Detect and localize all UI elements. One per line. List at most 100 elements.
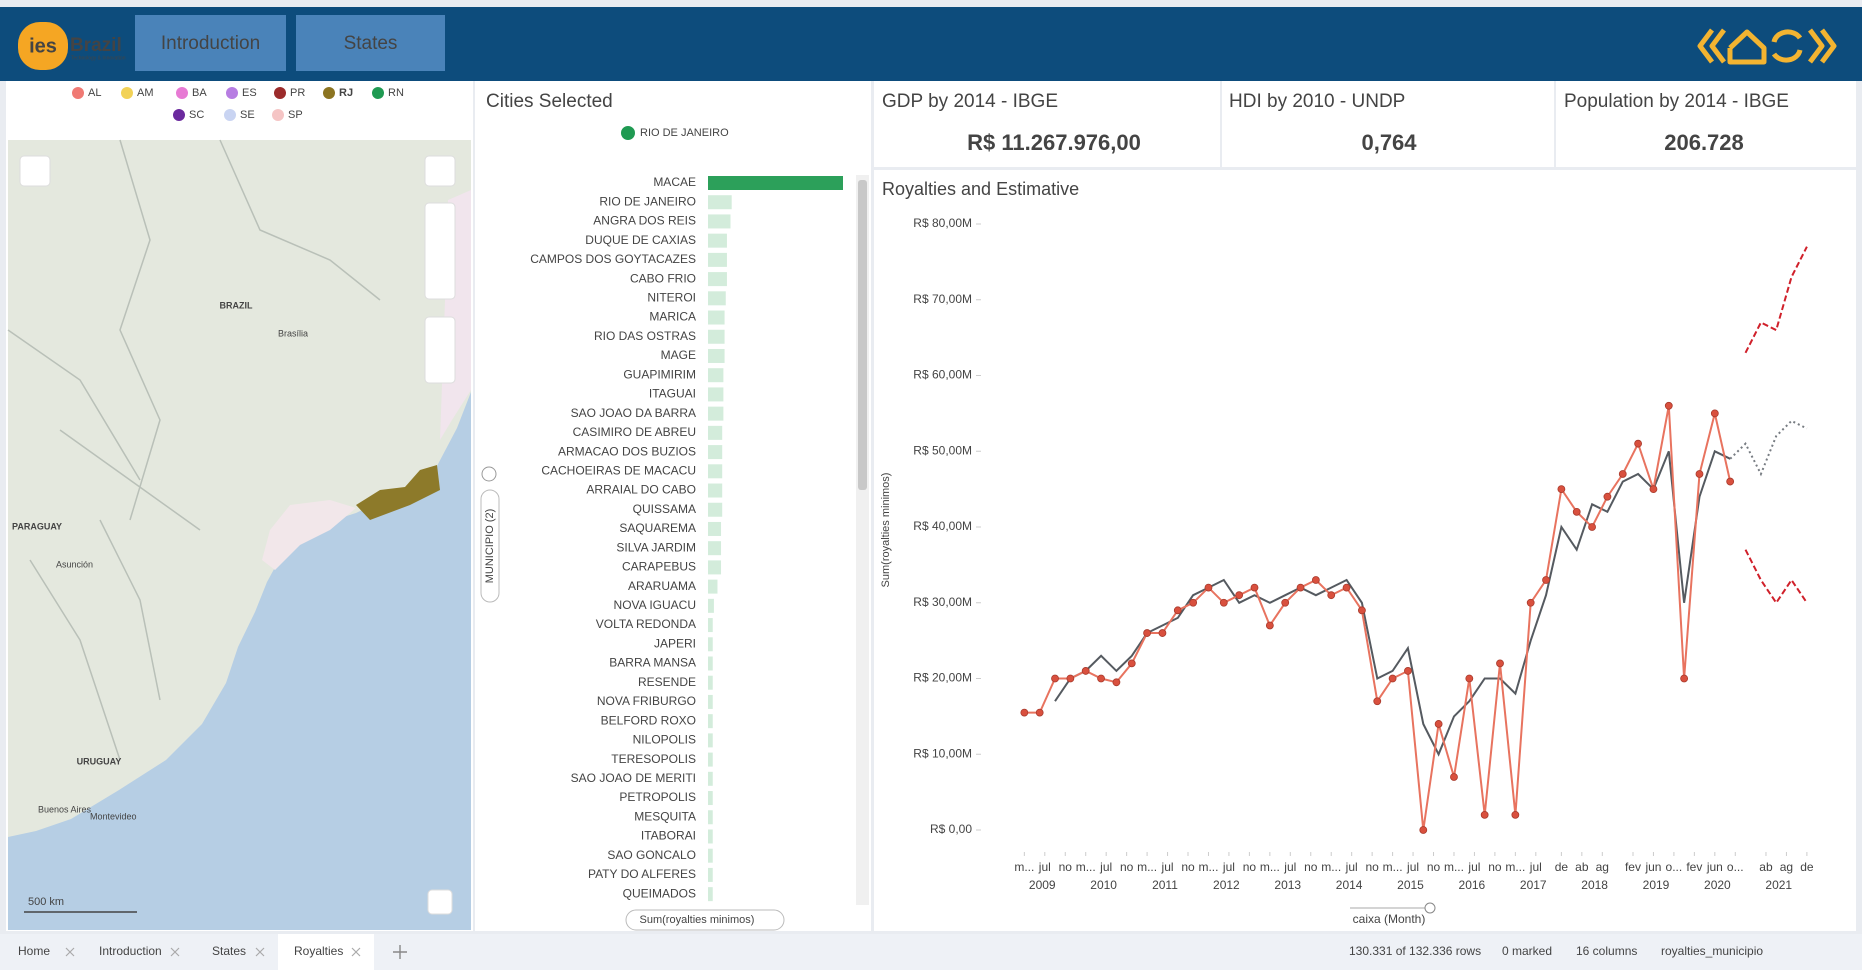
data-point[interactable] — [1250, 583, 1259, 592]
bar[interactable] — [708, 406, 724, 421]
measure-selector[interactable] — [625, 909, 785, 931]
tab-close[interactable] — [170, 947, 180, 957]
bar[interactable] — [708, 483, 723, 498]
axis-selector[interactable] — [480, 489, 500, 603]
bar[interactable] — [708, 464, 723, 479]
tab-label[interactable]: Introduction — [99, 944, 162, 958]
nav-button[interactable] — [296, 15, 445, 71]
legend-swatch[interactable] — [176, 87, 188, 99]
bar[interactable] — [708, 618, 713, 633]
data-point[interactable] — [1158, 629, 1167, 637]
data-point[interactable] — [1219, 598, 1228, 607]
bar[interactable] — [708, 598, 714, 613]
legend-swatch[interactable] — [272, 109, 284, 121]
map-zoom-buttons[interactable] — [424, 202, 456, 300]
data-point[interactable] — [1204, 583, 1213, 592]
bar[interactable] — [708, 791, 713, 806]
legend-swatch[interactable] — [226, 87, 238, 99]
data-point[interactable] — [1450, 773, 1458, 781]
legend-swatch[interactable] — [72, 87, 84, 99]
tab-label[interactable]: Royalties — [294, 944, 343, 958]
data-point[interactable] — [1020, 708, 1029, 717]
legend-swatch[interactable] — [274, 87, 286, 99]
data-point[interactable] — [1542, 576, 1550, 584]
data-point[interactable] — [1373, 697, 1382, 706]
data-point[interactable] — [1358, 606, 1366, 615]
data-point[interactable] — [1419, 826, 1428, 834]
data-point[interactable] — [1664, 401, 1673, 410]
tab-label[interactable]: States — [212, 944, 246, 958]
bar[interactable] — [708, 387, 724, 402]
data-point[interactable] — [1327, 591, 1336, 600]
legend-swatch[interactable] — [224, 109, 236, 121]
bar[interactable] — [708, 694, 713, 709]
data-point[interactable] — [1710, 409, 1719, 418]
bar[interactable] — [708, 733, 713, 748]
data-point[interactable] — [1143, 629, 1151, 637]
data-point[interactable] — [1404, 667, 1412, 675]
data-point[interactable] — [1265, 621, 1274, 630]
tab-close[interactable] — [351, 947, 361, 957]
data-point[interactable] — [1127, 659, 1136, 668]
bar[interactable] — [708, 541, 722, 556]
icon-home[interactable] — [1727, 29, 1767, 65]
bar[interactable] — [708, 675, 713, 690]
data-point[interactable] — [1557, 485, 1566, 494]
data-point[interactable] — [1388, 674, 1397, 683]
data-point[interactable] — [1173, 606, 1182, 615]
bar[interactable] — [708, 637, 713, 652]
bar[interactable] — [708, 195, 732, 210]
tab-close[interactable] — [255, 947, 265, 957]
data-point[interactable] — [1342, 583, 1351, 592]
data-point[interactable] — [1526, 598, 1535, 607]
data-point[interactable] — [1051, 674, 1059, 683]
bar[interactable] — [708, 310, 725, 325]
data-point[interactable] — [1511, 810, 1520, 819]
bar[interactable] — [708, 348, 725, 363]
bar[interactable] — [708, 829, 713, 844]
data-point[interactable] — [1618, 470, 1627, 478]
bar[interactable] — [708, 848, 713, 863]
bar[interactable] — [708, 272, 727, 287]
data-point[interactable] — [1465, 674, 1474, 683]
data-point[interactable] — [1496, 659, 1504, 668]
tab-add[interactable] — [393, 945, 407, 959]
bar[interactable] — [708, 329, 725, 344]
icon-refresh[interactable] — [1771, 29, 1803, 63]
bar[interactable] — [708, 867, 713, 882]
bar[interactable] — [708, 445, 723, 460]
data-point[interactable] — [1434, 720, 1443, 728]
bar[interactable] — [708, 368, 724, 383]
legend-swatch[interactable] — [121, 87, 133, 99]
bar[interactable] — [708, 887, 713, 902]
bar[interactable] — [708, 252, 727, 267]
map-search-button[interactable] — [424, 155, 456, 187]
data-point[interactable] — [1066, 674, 1075, 683]
legend-swatch[interactable] — [173, 109, 185, 121]
data-point[interactable] — [1081, 667, 1090, 675]
data-point[interactable] — [1281, 598, 1290, 607]
bar[interactable] — [708, 176, 843, 190]
data-point[interactable] — [1480, 810, 1489, 819]
bar[interactable] — [708, 752, 713, 767]
data-point[interactable] — [1726, 477, 1735, 486]
bar[interactable] — [708, 714, 713, 729]
tab-label[interactable]: Home — [18, 944, 50, 958]
data-point[interactable] — [1112, 678, 1121, 687]
add-button[interactable] — [481, 466, 497, 482]
data-point[interactable] — [1680, 674, 1689, 683]
data-point[interactable] — [1695, 470, 1704, 478]
map-tool-buttons[interactable] — [424, 316, 456, 384]
data-point[interactable] — [1235, 591, 1244, 600]
data-point[interactable] — [1603, 492, 1612, 501]
nav-button[interactable] — [135, 15, 286, 71]
tab-close[interactable] — [65, 947, 75, 957]
scrollbar-thumb[interactable] — [858, 180, 867, 490]
bar[interactable] — [708, 656, 713, 671]
data-point[interactable] — [1649, 485, 1658, 494]
bar[interactable] — [708, 771, 713, 786]
legend-swatch[interactable] — [323, 87, 335, 99]
bar[interactable] — [708, 502, 723, 517]
data-point[interactable] — [1311, 576, 1320, 584]
data-point[interactable] — [1035, 708, 1044, 717]
